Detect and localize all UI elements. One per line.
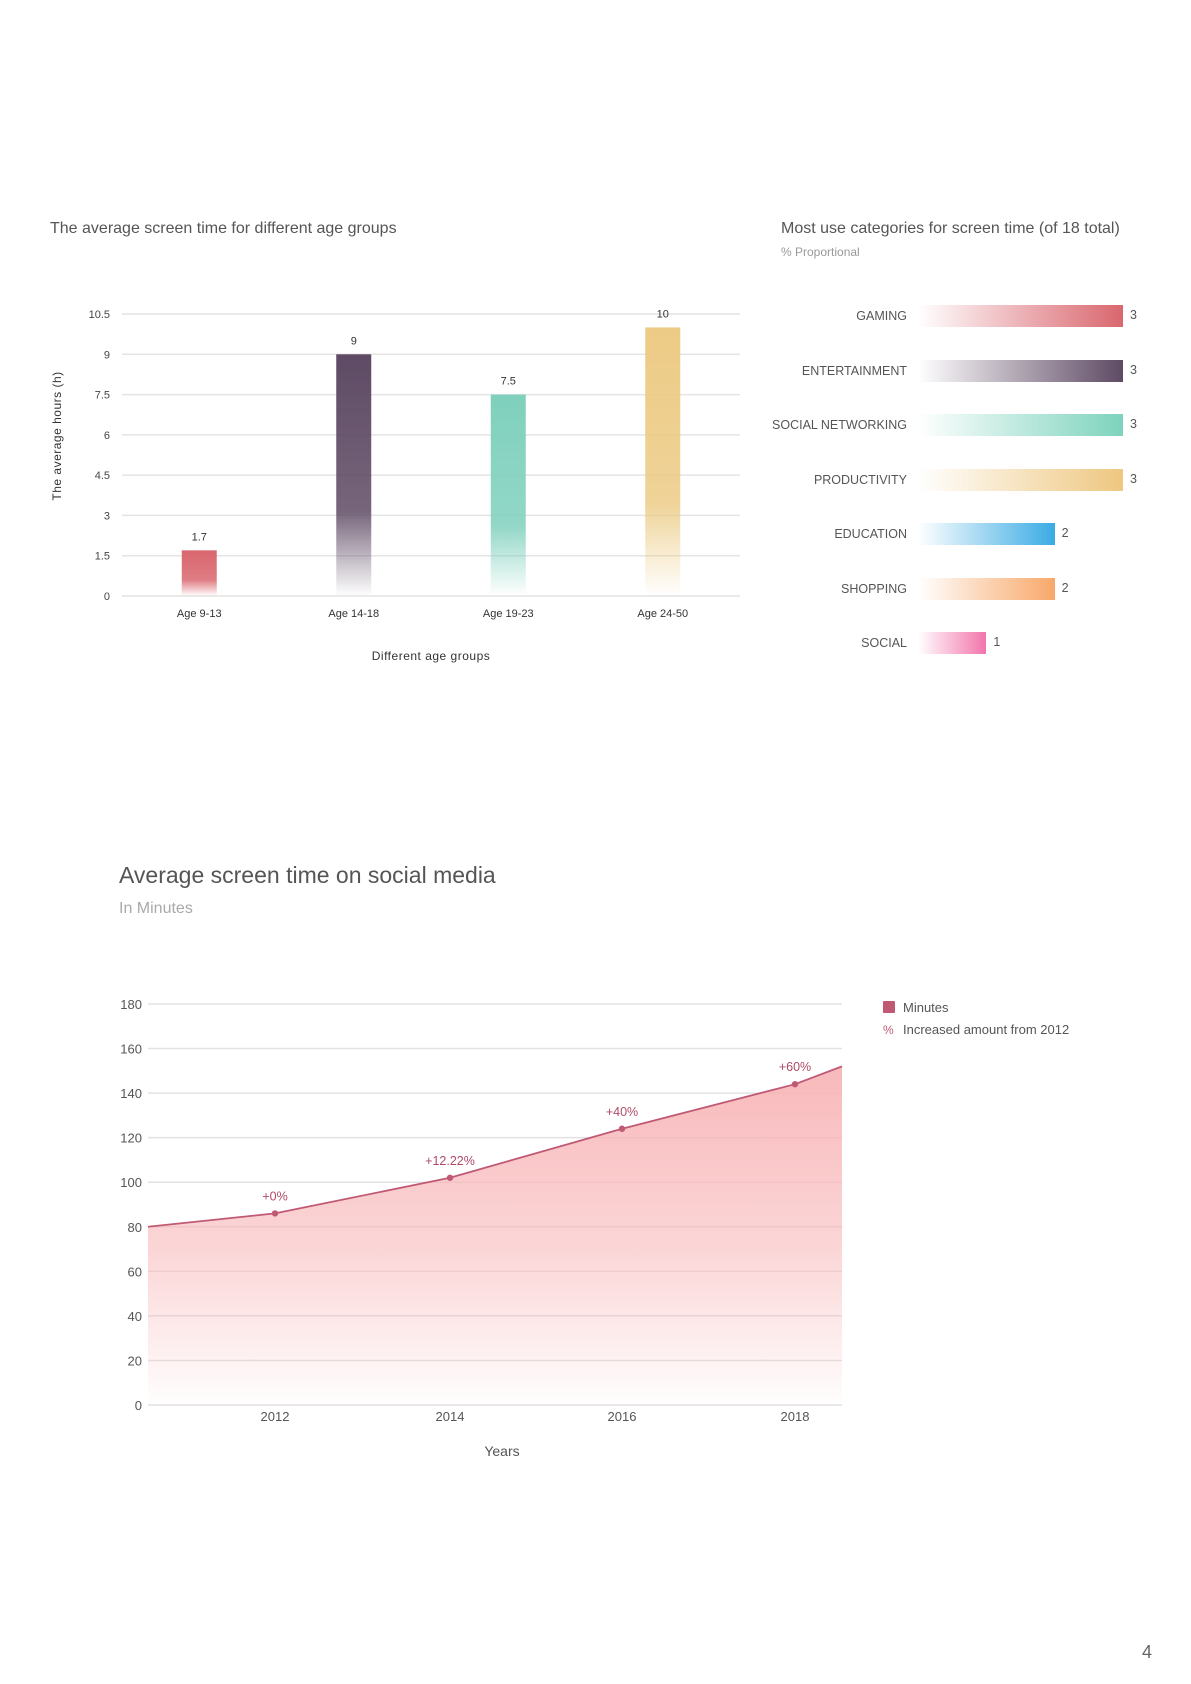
- chart1-ytick-label: 0: [104, 591, 110, 603]
- chart1-xtick-label: Age 14-18: [328, 608, 379, 620]
- chart2-row: ENTERTAINMENT 3: [760, 359, 1160, 384]
- chart3-ytick-label: 180: [120, 997, 142, 1012]
- chart2-category-label: PRODUCTIVITY: [813, 472, 907, 487]
- chart1-ytick-label: 10.5: [89, 309, 110, 321]
- chart3-ytick-label: 160: [120, 1042, 142, 1057]
- chart2-category-label: SHOPPING: [841, 581, 907, 596]
- chart1-title: The average screen time for different ag…: [50, 220, 397, 237]
- chart1-xtick-label: Age 9-13: [177, 608, 222, 620]
- chart3-annotation: +0%: [262, 1189, 287, 1203]
- chart1-plot: 0 1.5 3 4.5 6 7.5 9 10.5 1.7 Age 9-13 9 Age 14-18 7.…: [50, 308, 740, 663]
- chart3-legend-increase: % Increased amount from 2012: [883, 1022, 1069, 1037]
- chart3-point: [271, 1210, 279, 1217]
- chart3-ytick-label: 100: [120, 1175, 142, 1190]
- chart1-value-label: 9: [351, 335, 357, 347]
- chart3-ytick-label: 60: [128, 1264, 142, 1279]
- chart3-point: [446, 1174, 454, 1181]
- chart3-xaxis-label: Years: [484, 1443, 519, 1459]
- chart2-bar: [918, 305, 1123, 327]
- chart1-xtick-label: Age 24-50: [637, 608, 688, 620]
- chart1-value-label: 10: [657, 308, 669, 320]
- chart2-row: GAMING 3: [760, 305, 1160, 329]
- chart1-xaxis-label: Different age groups: [372, 649, 491, 663]
- chart2-bar: [918, 359, 1123, 382]
- chart2-title: Most use categories for screen time (of …: [781, 220, 1120, 237]
- chart2-bar: [918, 414, 1123, 436]
- chart3-ytick-label: 120: [120, 1131, 142, 1146]
- chart3-title: Average screen time on social media: [119, 862, 496, 888]
- chart1-ytick-label: 6: [104, 430, 110, 442]
- chart3-annotation: +40%: [606, 1105, 638, 1119]
- legend-label: Minutes: [903, 1000, 949, 1015]
- chart2-row: SOCIAL 1: [760, 632, 1160, 656]
- chart2-category-label: SOCIAL NETWORKING: [772, 418, 907, 432]
- chart3-subtitle: In Minutes: [119, 900, 193, 917]
- chart2-category-label: EDUCATION: [834, 527, 907, 541]
- chart3-legend-minutes: Minutes: [883, 1000, 949, 1015]
- chart2-value-label: 2: [1061, 526, 1069, 540]
- chart2-value-label: 1: [993, 635, 1001, 649]
- chart1-ytick-label: 7.5: [95, 390, 110, 402]
- chart1-ytick-label: 9: [104, 349, 110, 361]
- chart3-xtick-label: 2014: [436, 1409, 465, 1424]
- chart1-value-label: 1.7: [192, 531, 207, 543]
- chart2-value-label: 3: [1130, 471, 1137, 486]
- chart2-bar: [918, 632, 987, 654]
- chart2-row: SOCIAL NETWORKING 3: [760, 414, 1160, 438]
- chart3-point: [618, 1125, 626, 1132]
- chart2-row: SHOPPING 2: [760, 577, 1160, 602]
- chart1-bar: [490, 394, 526, 596]
- chart2-value-label: 3: [1130, 417, 1137, 431]
- chart2-row: PRODUCTIVITY 3: [760, 468, 1160, 493]
- chart2-value-label: 3: [1130, 362, 1137, 377]
- chart3-area: [148, 1066, 842, 1405]
- chart1-value-label: 7.5: [501, 376, 516, 388]
- chart1-bar: [181, 550, 217, 596]
- chart2-value-label: 3: [1130, 308, 1137, 322]
- chart2-category-label: GAMING: [856, 309, 907, 323]
- chart1-ytick-label: 4.5: [95, 470, 110, 482]
- chart1-bar: [336, 354, 372, 596]
- chart1-ytick-label: 3: [104, 510, 110, 522]
- page-number: 4: [1142, 1642, 1153, 1662]
- chart2-row: EDUCATION 2: [760, 523, 1160, 547]
- chart2-bar: [918, 523, 1055, 545]
- legend-percent-marker: %: [883, 1023, 894, 1037]
- chart3-annotation: +12.22%: [425, 1154, 475, 1168]
- chart3-point: [791, 1081, 799, 1088]
- chart3-ytick-label: 80: [128, 1220, 142, 1235]
- chart3-plot: 0 20 40 60 80 100 120 140 160 180 +0% 2012 +12.22% 20…: [120, 997, 843, 1459]
- chart3-line: [147, 1065, 843, 1228]
- chart1-ytick-label: 1.5: [95, 551, 110, 563]
- chart2-value-label: 2: [1061, 580, 1069, 595]
- chart3-xtick-label: 2016: [608, 1409, 637, 1424]
- chart3-xtick-label: 2018: [781, 1409, 810, 1424]
- chart2-bar: [918, 577, 1055, 600]
- chart2-subtitle: % Proportional: [781, 245, 860, 259]
- legend-label: Increased amount from 2012: [903, 1022, 1070, 1037]
- chart3-ytick-label: 40: [128, 1309, 142, 1324]
- chart3-xtick-label: 2012: [261, 1409, 290, 1424]
- chart2-category-label: ENTERTAINMENT: [801, 363, 907, 378]
- chart2-category-label: SOCIAL: [861, 636, 907, 650]
- legend-swatch-icon: [883, 1001, 895, 1013]
- chart3-ytick-label: 140: [120, 1086, 142, 1101]
- chart3-ytick-label: 0: [135, 1398, 142, 1413]
- chart3-ytick-label: 20: [128, 1353, 142, 1368]
- chart1-xtick-label: Age 19-23: [483, 608, 534, 620]
- chart1-bar: [645, 327, 681, 596]
- chart3-annotation: +60%: [779, 1060, 811, 1074]
- chart1-yaxis-label: The average hours (h): [50, 371, 64, 500]
- chart2-bar: [918, 468, 1123, 491]
